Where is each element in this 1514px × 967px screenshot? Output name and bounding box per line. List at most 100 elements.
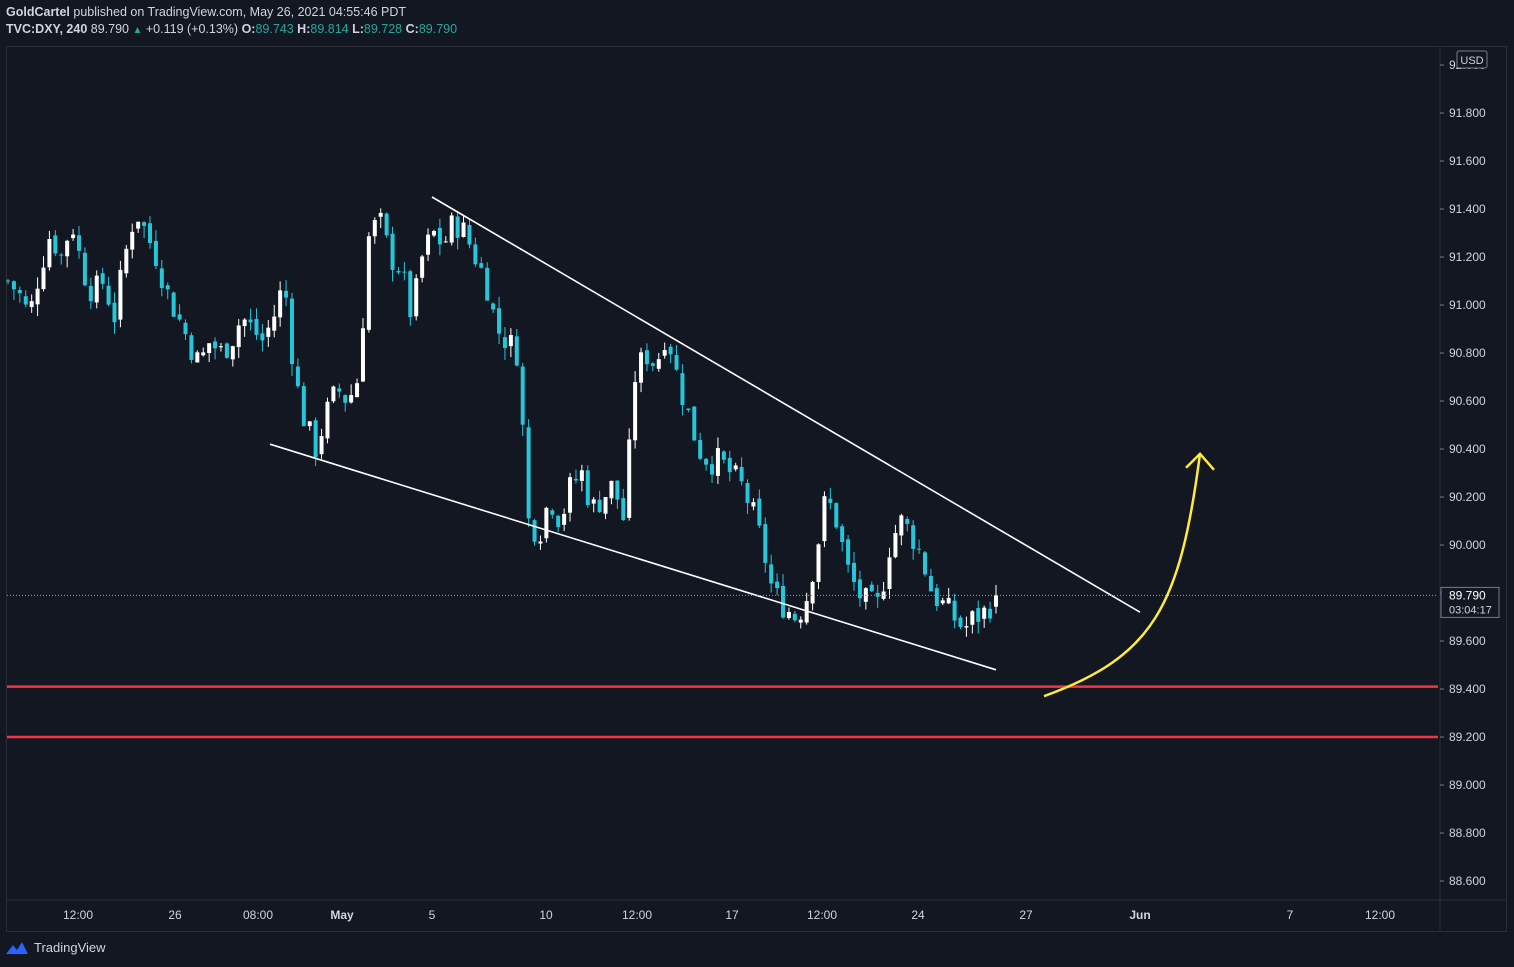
candle-body [491, 303, 496, 310]
candle-body [53, 235, 58, 254]
candle-body [816, 544, 821, 582]
drawings-layer [7, 196, 1438, 739]
x-tick-label: 7 [1287, 908, 1294, 922]
candle-body [538, 541, 543, 544]
candle-body [372, 219, 377, 237]
candle-body [585, 470, 590, 506]
candle-body [905, 518, 910, 524]
candle-body [609, 480, 614, 499]
candle-body [41, 267, 46, 290]
candle-body [757, 498, 762, 526]
candle-body [940, 600, 945, 604]
candle-body [473, 244, 478, 265]
candle-body [218, 346, 223, 348]
y-tick-label: 91.600 [1449, 154, 1486, 168]
tradingview-logo-icon[interactable] [6, 941, 28, 955]
candle-body [627, 439, 632, 518]
candle-body [289, 298, 294, 365]
candle-body [751, 502, 756, 507]
y-tick-label: 91.000 [1449, 298, 1486, 312]
up-triangle-icon: ▲ [132, 25, 143, 36]
x-tick-label: 08:00 [243, 908, 273, 922]
candle-body [396, 270, 401, 273]
time-axis: 12:00 26 08:00 May 5 10 12:00 17 12:00 24 27 Jun 7 12… [7, 899, 1506, 922]
chart-frame[interactable] [6, 46, 1507, 932]
high-label: H: [297, 22, 311, 36]
forecast-arrow [1043, 453, 1202, 698]
candle-body [745, 483, 750, 503]
x-tick-label: 12:00 [1365, 908, 1395, 922]
candle-body [307, 421, 312, 427]
candle-body [668, 346, 673, 355]
candle-body [597, 499, 602, 513]
candle-body [165, 285, 170, 290]
x-tick-label: 12:00 [63, 908, 93, 922]
candle-body [674, 355, 679, 370]
candle-body [82, 252, 87, 286]
brand-name[interactable]: TradingView [34, 940, 106, 955]
candle-body [544, 507, 549, 539]
candle-body [727, 457, 732, 473]
countdown-label: 03:04:17 [1449, 604, 1492, 616]
low-label: L: [352, 22, 364, 36]
candle-body [508, 334, 513, 347]
price-chart[interactable]: 88.600 88.800 89.000 89.200 89.400 89.600 89.8… [0, 0, 1514, 935]
trendline-upper [431, 196, 1141, 613]
y-tick-label: 91.400 [1449, 202, 1486, 216]
symbol-name[interactable]: TVC:DXY, 240 [6, 22, 88, 36]
candle-body [644, 350, 649, 365]
x-tick-label: 12:00 [807, 908, 837, 922]
candle-body [378, 212, 383, 217]
candle-body [88, 285, 93, 302]
candle-body [692, 406, 697, 441]
symbol-line: TVC:DXY, 240 89.790 ▲ +0.119 (+0.13%) O:… [6, 21, 457, 39]
candle-body [497, 308, 502, 334]
candle-body [502, 337, 507, 348]
candle-body [662, 349, 667, 356]
y-tick-label: 91.800 [1449, 106, 1486, 120]
candle-body [195, 352, 200, 363]
candle-body [893, 533, 898, 558]
candle-body [591, 499, 596, 504]
candle-body [810, 582, 815, 604]
candle-body [71, 234, 76, 239]
candle-body [118, 269, 123, 320]
arrowhead-icon [1185, 451, 1215, 471]
x-tick-label: 12:00 [622, 908, 652, 922]
candle-body [650, 363, 655, 366]
currency-label: USD [1460, 55, 1483, 67]
candle-body [615, 480, 620, 500]
candle-body [988, 608, 993, 619]
candle-body [869, 584, 874, 592]
close-value: 89.790 [418, 22, 458, 36]
candle-body [29, 301, 34, 308]
candle-body [828, 498, 833, 503]
candle-body [47, 238, 52, 268]
price-change: +0.119 (+0.13%) [145, 22, 239, 36]
currency-badge [1456, 50, 1488, 69]
candle-body [964, 626, 969, 628]
candle-body [686, 408, 691, 411]
author-name[interactable]: GoldCartel [6, 5, 70, 19]
last-price-tag-value: 89.790 [1449, 588, 1486, 602]
candle-body [946, 597, 951, 604]
candle-body [224, 343, 229, 358]
candle-body [449, 215, 454, 243]
candle-body [568, 477, 573, 513]
y-tick-label: 91.200 [1449, 250, 1486, 264]
candle-body [136, 221, 141, 229]
candle-body [408, 271, 413, 318]
open-value: 89.743 [255, 22, 294, 36]
candle-body [35, 288, 40, 305]
x-tick-label: 26 [168, 908, 182, 922]
y-tick-label: 89.000 [1449, 778, 1486, 792]
candle-body [822, 496, 827, 542]
candle-body [532, 520, 537, 542]
candle-body [313, 420, 318, 458]
y-tick-label: 89.600 [1449, 634, 1486, 648]
y-tick-label: 90.200 [1449, 490, 1486, 504]
candle-body [17, 289, 22, 294]
candle-body [633, 381, 638, 441]
candle-body [520, 366, 525, 425]
candle-body [834, 503, 839, 528]
